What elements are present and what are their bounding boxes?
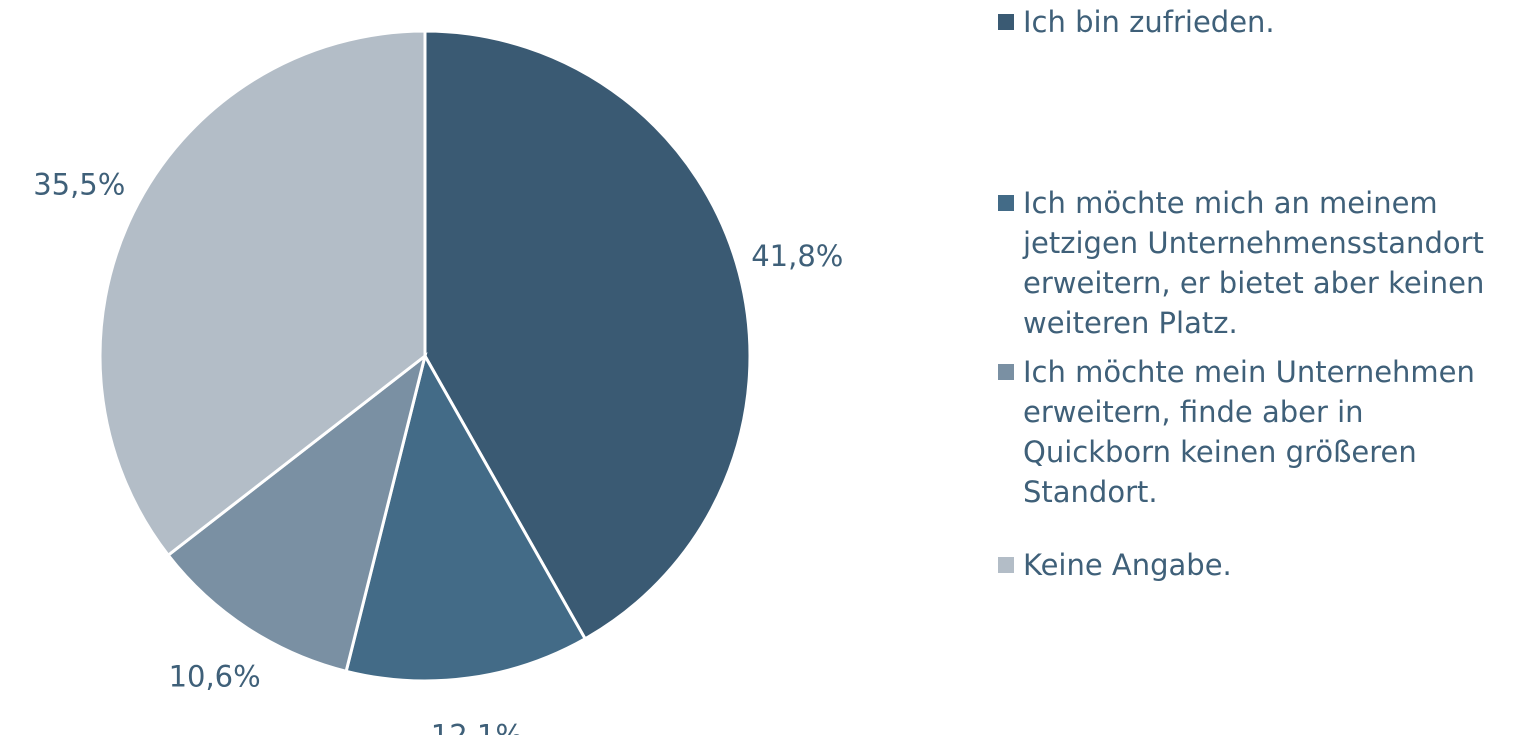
pie-slice <box>166 352 428 674</box>
legend-label: Ich möchte mich an meinem jetzigen Unter… <box>1023 186 1485 340</box>
legend-label: Keine Angabe. <box>1023 548 1232 582</box>
data-label: 41,8% <box>751 239 843 273</box>
legend-swatch <box>998 364 1014 380</box>
data-label: 10,6% <box>169 659 261 693</box>
data-label: 12,1% <box>431 718 523 735</box>
legend-label: Ich möchte mein Unternehmen erweitern, f… <box>1023 355 1475 509</box>
chart: 41,8% 12,1% 10,6% 35,5% <box>33 29 843 735</box>
pie-slice <box>98 29 427 558</box>
legend-item: Ich möchte mein Unternehmen erweitern, f… <box>998 352 1508 512</box>
legend-label: Ich bin zufrieden. <box>1023 5 1275 39</box>
legend-item: Ich bin zufrieden. <box>998 2 1508 42</box>
legend-item: Keine Angabe. <box>998 545 1508 585</box>
legend-swatch <box>998 557 1014 573</box>
legend-swatch <box>998 14 1014 30</box>
legend-item: Ich möchte mich an meinem jetzigen Unter… <box>998 183 1508 343</box>
data-label: 35,5% <box>33 168 125 202</box>
pie-slice <box>423 29 752 641</box>
legend-swatch <box>998 195 1014 211</box>
